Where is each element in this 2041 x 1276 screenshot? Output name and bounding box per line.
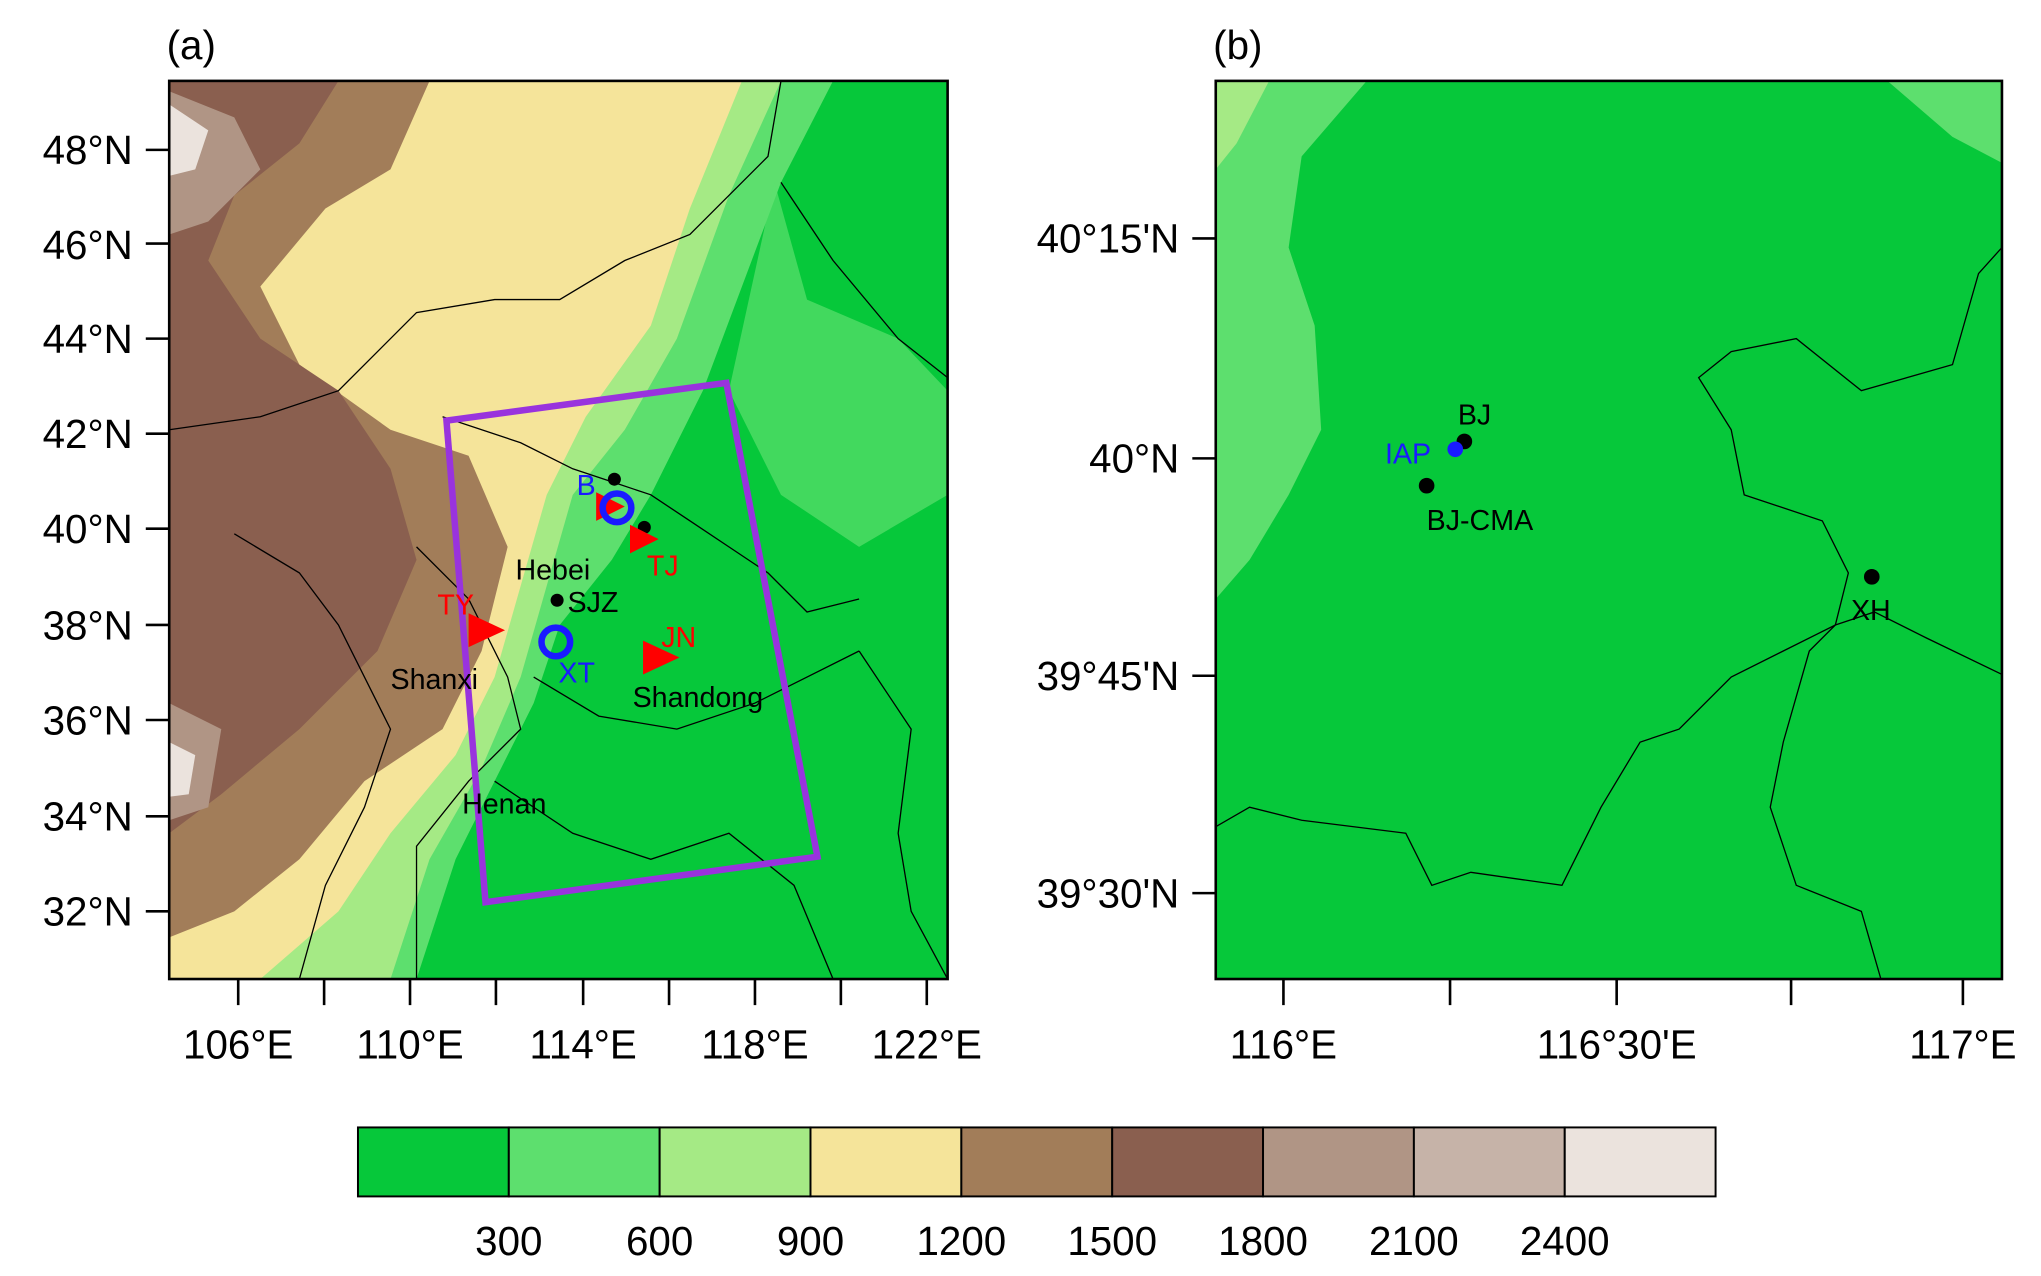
y-tick-label: 36°N [43, 697, 133, 743]
place-label: TJ [647, 551, 679, 583]
station-dot [1863, 569, 1880, 585]
x-tick-label: 114°E [529, 1021, 636, 1067]
y-tick-label: 34°N [43, 794, 133, 840]
domain-box [442, 379, 822, 906]
x-tick-label: 118°E [701, 1021, 808, 1067]
y-tick-label: 46°N [43, 222, 133, 268]
colorbar-box [1412, 1126, 1566, 1198]
x-tick-label: 116°30'E [1537, 1021, 1697, 1067]
y-tick-label: 42°N [43, 411, 133, 457]
markers-a [468, 472, 680, 675]
place-label: XH [1851, 595, 1891, 627]
place-label: Shandong [633, 682, 764, 714]
place-label: SJZ [568, 587, 619, 619]
station-dot [1418, 477, 1435, 494]
colorbar-label: 900 [777, 1218, 844, 1264]
x-tick-label: 122°E [872, 1021, 982, 1067]
x-ticks-b: 116°E 116°30'E 117°E [1230, 1021, 2017, 1067]
place-label: Henan [462, 789, 546, 821]
colorbar-box [960, 1126, 1114, 1198]
colorbar-box [507, 1126, 661, 1198]
y-tick-label: 48°N [43, 127, 133, 173]
y-tick-label: 44°N [43, 316, 133, 362]
place-label: IAP [1385, 439, 1431, 471]
place-label: XT [558, 657, 595, 689]
y-tick-label: 39°45'N [1037, 653, 1180, 699]
colorbar-box [1563, 1126, 1717, 1198]
x-tick-label: 117°E [1909, 1021, 2016, 1067]
tick-marks-b [1192, 237, 1965, 1006]
panel-label: (b) [1213, 22, 1262, 68]
colorbar-label: 2100 [1369, 1218, 1459, 1264]
red-triangle [643, 640, 680, 675]
red-triangle [468, 613, 506, 648]
place-label: BJ [1458, 400, 1491, 432]
places-a: B TJ TY SJZ Hebei JN XT Shanxi Shandong … [390, 470, 763, 821]
colorbar: 300 600 900 1200 1500 1800 2100 2400 [356, 1126, 1717, 1264]
x-ticks-a: 106°E 110°E 114°E 118°E 122°E [183, 1021, 982, 1067]
colorbar-label: 300 [475, 1218, 542, 1264]
colorbar-label: 1500 [1067, 1218, 1157, 1264]
x-tick-label: 116°E [1230, 1021, 1337, 1067]
colorbar-box [1111, 1126, 1265, 1198]
red-triangle [630, 524, 659, 554]
x-tick-label: 110°E [356, 1021, 463, 1067]
colorbar-label: 2400 [1520, 1218, 1610, 1264]
place-label: JN [661, 622, 696, 654]
station-dot [1447, 441, 1464, 458]
colorbar-label: 1800 [1218, 1218, 1308, 1264]
blue-circle [538, 624, 574, 660]
markers-b [1418, 433, 1880, 585]
y-tick-label: 40°N [43, 506, 133, 552]
y-tick-label: 32°N [43, 889, 133, 935]
y-tick-label: 39°30'N [1037, 870, 1180, 916]
blue-circle [599, 490, 635, 526]
station-dot [550, 593, 564, 607]
panel-label: (a) [167, 22, 216, 68]
place-label: B [577, 470, 596, 502]
terrain-map-a [169, 80, 948, 980]
map-frame [1214, 79, 2004, 981]
place-label: Shanxi [390, 664, 478, 696]
x-tick-label: 106°E [183, 1021, 293, 1067]
place-label: Hebei [515, 554, 590, 586]
tick-marks-a [145, 148, 929, 1006]
y-tick-label: 38°N [43, 602, 133, 648]
colorbar-label: 1200 [916, 1218, 1006, 1264]
y-ticks-a: 48°N 46°N 44°N 42°N 40°N 38°N 36°N 34°N … [43, 127, 133, 934]
colorbar-label: 600 [626, 1218, 693, 1264]
place-label: BJ-CMA [1427, 505, 1534, 537]
y-tick-label: 40°N [1089, 436, 1179, 482]
y-tick-label: 40°15'N [1037, 216, 1180, 262]
colorbar-box [809, 1126, 963, 1198]
places-b: BJ IAP BJ-CMA XH [1385, 400, 1891, 627]
colorbar-box [1262, 1126, 1415, 1198]
terrain-map-b [1215, 80, 2002, 980]
y-ticks-b: 40°15'N 40°N 39°45'N 39°30'N [1037, 216, 1180, 917]
station-dot [607, 472, 621, 486]
map-frame [167, 79, 949, 981]
colorbar-box [356, 1126, 510, 1198]
colorbar-box [658, 1126, 812, 1198]
place-label: TY [437, 590, 474, 622]
